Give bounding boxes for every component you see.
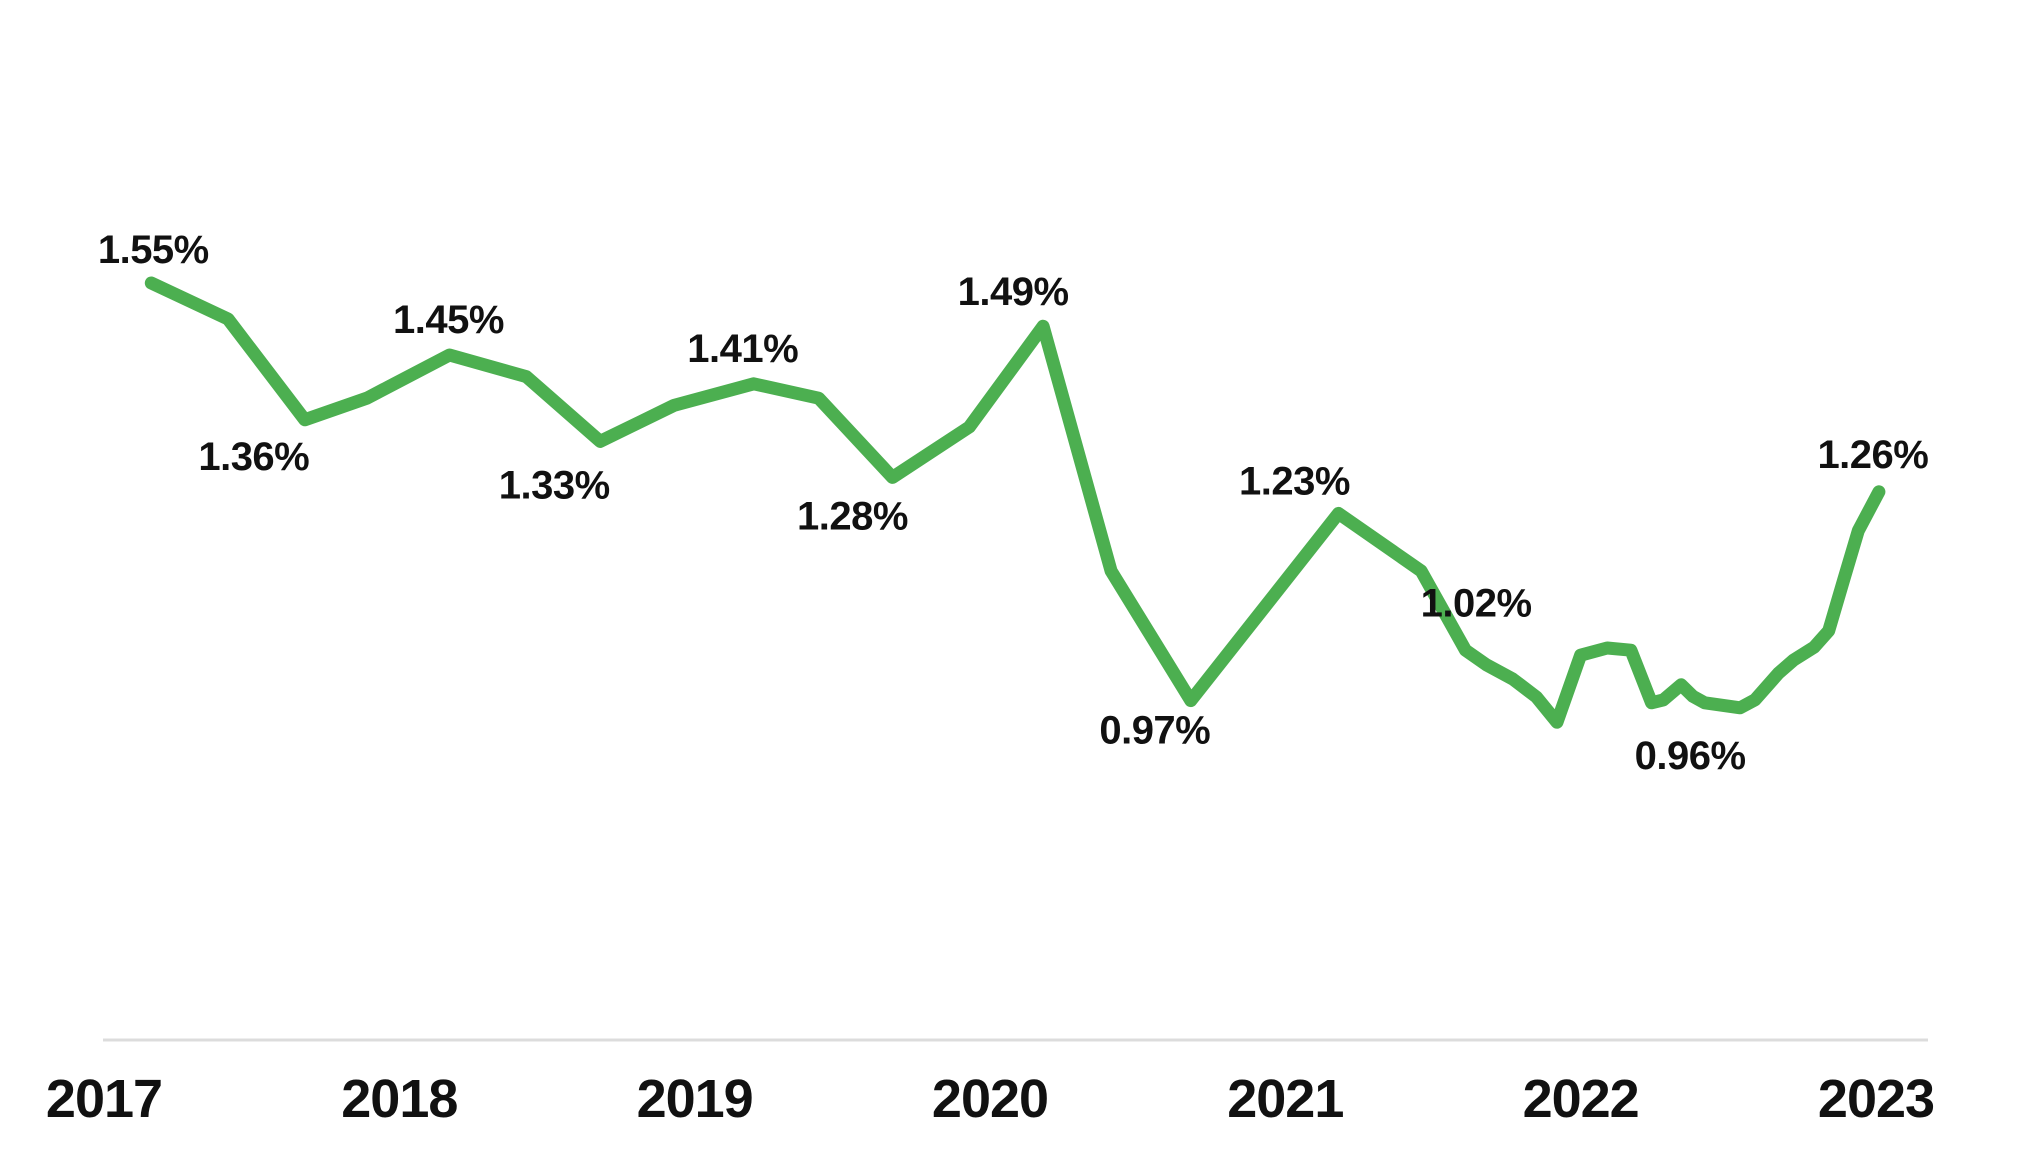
x-tick-label-2023: 2023: [1818, 1069, 1934, 1129]
data-label-097: 0.97%: [1099, 709, 1210, 753]
data-label-133: 1.33%: [499, 463, 610, 507]
x-tick-label-2018: 2018: [341, 1069, 457, 1129]
x-tick-label-2019: 2019: [637, 1069, 753, 1129]
data-label-123: 1.23%: [1239, 459, 1350, 503]
data-label-126: 1.26%: [1817, 433, 1928, 477]
data-label-149: 1.49%: [958, 270, 1069, 314]
data-label-155: 1.55%: [98, 228, 209, 272]
data-label-136: 1.36%: [198, 435, 309, 479]
data-label-128: 1.28%: [797, 494, 908, 538]
data-label-096: 0.96%: [1635, 734, 1746, 778]
x-tick-label-2021: 2021: [1227, 1069, 1343, 1129]
data-point-labels: 1.55% 1.36% 1.45% 1.33% 1.41% 1.28% 1.49% 0.97%…: [98, 228, 1929, 778]
x-tick-label-2020: 2020: [932, 1069, 1048, 1129]
x-tick-label-2022: 2022: [1523, 1069, 1639, 1129]
data-label-141: 1.41%: [687, 327, 798, 371]
data-label-102: 1.02%: [1421, 582, 1532, 626]
x-tick-label-2017: 2017: [46, 1069, 162, 1129]
trend-line: [144, 276, 1886, 729]
x-axis-tick-labels: 2017 2018 2019 2020 2021 2022 2023: [46, 1069, 1935, 1129]
data-label-145: 1.45%: [393, 298, 504, 342]
